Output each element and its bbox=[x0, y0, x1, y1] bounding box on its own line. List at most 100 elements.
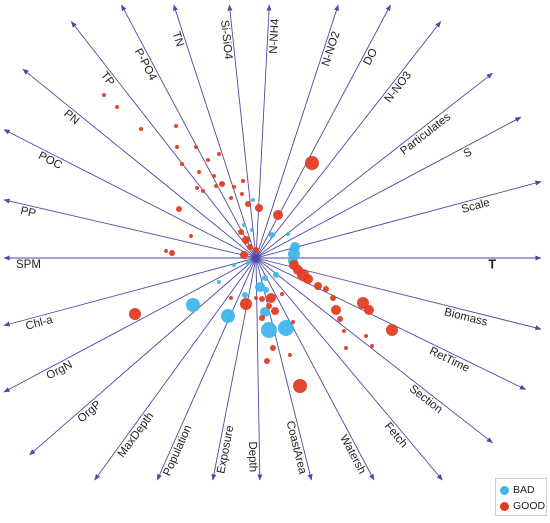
vector-n-nh4 bbox=[255, 4, 272, 259]
vector-pp bbox=[3, 198, 257, 259]
point-good-16 bbox=[232, 185, 236, 189]
point-good-27 bbox=[247, 244, 253, 250]
vector-fetch bbox=[255, 257, 443, 481]
point-good-29 bbox=[240, 251, 248, 259]
vector-label-s: S bbox=[462, 146, 475, 160]
point-good-58 bbox=[344, 346, 348, 350]
point-good-59 bbox=[364, 334, 368, 338]
vector-label-biomass: Biomass bbox=[443, 306, 489, 328]
point-good-6 bbox=[180, 162, 184, 166]
vector-maxdepth bbox=[94, 257, 257, 481]
vector-scale bbox=[255, 180, 542, 259]
vector-label-particulates: Particulates bbox=[398, 111, 453, 158]
vector-label-p-po4: P-PO4 bbox=[132, 47, 159, 84]
point-good-17 bbox=[240, 192, 244, 196]
legend: BAD GOOD bbox=[495, 478, 547, 516]
vector-label-n-nh4: N-NH4 bbox=[268, 18, 282, 54]
point-bad-8 bbox=[246, 261, 250, 265]
point-good-53 bbox=[291, 320, 295, 324]
point-good-56 bbox=[288, 353, 292, 357]
point-good-37 bbox=[323, 286, 329, 292]
point-good-12 bbox=[219, 181, 225, 187]
vector-n-no3 bbox=[255, 21, 442, 259]
point-good-0 bbox=[102, 93, 106, 97]
point-good-62 bbox=[129, 308, 141, 320]
point-good-4 bbox=[175, 145, 179, 149]
point-good-44 bbox=[266, 293, 276, 303]
point-good-7 bbox=[206, 158, 210, 162]
vector-orgn bbox=[3, 257, 257, 393]
point-good-18 bbox=[229, 196, 233, 200]
point-bad-16 bbox=[186, 298, 200, 312]
point-good-15 bbox=[241, 179, 245, 183]
point-bad-4 bbox=[286, 232, 290, 236]
vector-section bbox=[255, 257, 493, 444]
point-good-14 bbox=[195, 186, 199, 190]
point-good-30 bbox=[169, 250, 175, 256]
vector-label-section: Section bbox=[407, 383, 445, 416]
point-bad-2 bbox=[250, 228, 254, 232]
vector-label-n-no2: N-NO2 bbox=[320, 30, 342, 68]
vector-coastarea bbox=[255, 257, 313, 481]
vector-tn bbox=[173, 4, 257, 259]
point-good-40 bbox=[364, 305, 374, 315]
vector-orgp bbox=[29, 257, 257, 456]
vector-chl-a bbox=[3, 257, 257, 327]
vector-label-tp: TP bbox=[98, 70, 117, 89]
vector-pn bbox=[22, 68, 257, 259]
point-good-5 bbox=[194, 145, 198, 149]
vector-label-pn: PN bbox=[61, 108, 81, 127]
point-bad-0 bbox=[251, 198, 255, 202]
point-good-57 bbox=[293, 379, 307, 393]
point-good-1 bbox=[115, 105, 119, 109]
point-good-23 bbox=[176, 206, 182, 212]
point-good-43 bbox=[386, 324, 398, 336]
point-bad-15 bbox=[242, 292, 248, 298]
vector-watersh bbox=[255, 257, 375, 481]
point-bad-12 bbox=[273, 272, 279, 278]
vector-s bbox=[255, 116, 522, 259]
point-bad-11 bbox=[262, 275, 268, 281]
point-good-2 bbox=[139, 127, 143, 131]
vector-p-po4 bbox=[121, 4, 257, 259]
vector-label-chl-a: Chl-a bbox=[24, 314, 54, 333]
vector-label-do: DO bbox=[362, 47, 381, 68]
point-good-47 bbox=[229, 296, 233, 300]
vector-tp bbox=[70, 21, 257, 259]
vector-label-maxdepth: MaxDepth bbox=[116, 410, 157, 459]
vector-exposure bbox=[211, 257, 257, 481]
point-bad-10 bbox=[217, 280, 221, 284]
vector-depth bbox=[255, 257, 263, 481]
vector-label-pp: PP bbox=[19, 205, 37, 220]
legend-label-good: GOOD bbox=[513, 500, 546, 512]
point-good-22 bbox=[305, 156, 319, 170]
point-good-38 bbox=[330, 295, 336, 301]
vector-population bbox=[156, 257, 257, 481]
vector-si-sio4 bbox=[227, 4, 257, 259]
legend-item-bad: BAD bbox=[500, 484, 535, 496]
point-bad-13 bbox=[255, 282, 265, 292]
vector-label-poc: POC bbox=[36, 150, 64, 172]
vector-n-no2 bbox=[255, 4, 339, 259]
vector-particulates bbox=[255, 72, 493, 259]
point-good-21 bbox=[273, 210, 283, 220]
point-bad-3 bbox=[269, 232, 275, 238]
point-good-52 bbox=[280, 292, 284, 296]
point-good-50 bbox=[271, 307, 279, 315]
point-bad-18 bbox=[260, 307, 270, 317]
vector-label-t: T bbox=[488, 257, 496, 271]
vector-label-scale: Scale bbox=[460, 197, 491, 216]
data-points bbox=[102, 93, 398, 393]
point-good-13 bbox=[201, 189, 205, 193]
vector-poc bbox=[3, 129, 257, 259]
point-good-11 bbox=[214, 184, 218, 188]
vector-label-spm: SPM bbox=[16, 259, 41, 271]
point-bad-14 bbox=[263, 287, 269, 293]
legend-swatch-bad bbox=[500, 485, 509, 495]
point-bad-9 bbox=[232, 263, 236, 267]
point-good-51 bbox=[259, 315, 265, 321]
point-good-35 bbox=[303, 274, 313, 284]
vector-label-depth: Depth bbox=[246, 441, 259, 472]
point-good-46 bbox=[240, 298, 252, 310]
